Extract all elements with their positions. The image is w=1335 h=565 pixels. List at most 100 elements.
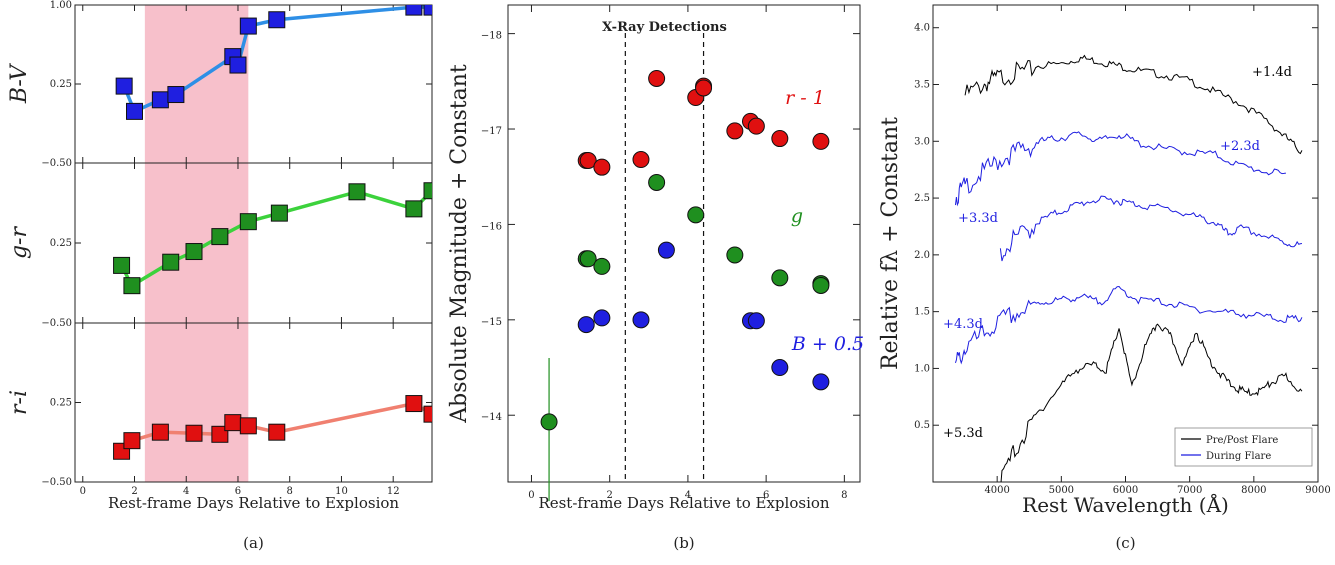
y-axis-label: g-r bbox=[7, 226, 32, 260]
series-label: B + 0.5 bbox=[791, 333, 864, 355]
spectrum-line bbox=[954, 131, 1287, 207]
data-point bbox=[211, 228, 229, 246]
y-tick-label: −14 bbox=[481, 412, 502, 423]
x-tick-label: 8 bbox=[841, 490, 847, 501]
subplot-bv: 1.00 0.25 −0.50 B-V bbox=[7, 0, 433, 169]
y-tick-label: 1.5 bbox=[914, 307, 930, 318]
legend-label: During Flare bbox=[1206, 451, 1271, 462]
data-point bbox=[726, 246, 744, 264]
x-tick-label: 2 bbox=[607, 490, 613, 501]
panel-caption: (b) bbox=[673, 534, 694, 552]
data-point bbox=[687, 206, 705, 224]
data-point bbox=[405, 395, 423, 413]
spectrum-1: +2.3d bbox=[954, 131, 1287, 207]
data-point bbox=[695, 79, 713, 97]
data-point bbox=[348, 183, 366, 201]
y-tick-label: 2.5 bbox=[914, 193, 930, 204]
data-point bbox=[577, 316, 595, 334]
panel-caption: (a) bbox=[243, 534, 264, 552]
y-tick-label: 3.0 bbox=[914, 136, 930, 147]
spectrum-2: +3.3d bbox=[958, 195, 1303, 262]
data-point bbox=[185, 424, 203, 442]
series-2: B + 0.5 bbox=[577, 241, 864, 391]
y-tick-label: 0.25 bbox=[50, 238, 72, 249]
x-tick-label: 6000 bbox=[1113, 485, 1138, 496]
legend-label: Pre/Post Flare bbox=[1206, 435, 1278, 446]
spectrum-label: +5.3d bbox=[943, 426, 983, 441]
spectrum-0: +1.4d bbox=[964, 54, 1303, 155]
data-point bbox=[648, 173, 666, 191]
panel-caption: (c) bbox=[1115, 534, 1135, 552]
y-axis-label: Relative fλ + Constant bbox=[878, 117, 903, 370]
y-axis-label: B-V bbox=[7, 63, 32, 104]
data-point bbox=[268, 423, 286, 441]
x-tick-label: 2 bbox=[131, 486, 137, 497]
x-tick-label: 5000 bbox=[1049, 485, 1074, 496]
y-tick-label: 0.25 bbox=[50, 79, 72, 90]
series-1: g bbox=[540, 173, 830, 431]
data-point bbox=[423, 405, 432, 423]
legend-box bbox=[1174, 427, 1313, 467]
y-axis-label: Absolute Magnitude + Constant bbox=[447, 64, 472, 424]
y-tick-label: −15 bbox=[481, 317, 502, 328]
panel-b: −18 −17 −16 −15 −14 0 2 4 6 8 X-Ray Detections r - … bbox=[447, 4, 864, 552]
data-point bbox=[167, 86, 185, 104]
data-point bbox=[579, 250, 597, 268]
data-point bbox=[423, 5, 432, 16]
series-line bbox=[120, 189, 432, 289]
subplot-gr: −0.50 0.25 g-r bbox=[7, 162, 433, 329]
data-point bbox=[771, 359, 789, 377]
y-tick-label: −0.50 bbox=[41, 477, 72, 488]
data-point bbox=[405, 200, 423, 218]
y-tick-label: 2.0 bbox=[914, 250, 930, 261]
data-point bbox=[771, 130, 789, 148]
spectrum-line bbox=[964, 54, 1303, 155]
spectrum-label: +3.3d bbox=[958, 211, 998, 226]
y-tick-label: 0.25 bbox=[50, 398, 72, 409]
y-tick-label: −18 bbox=[481, 31, 502, 42]
x-tick-label: 4000 bbox=[984, 485, 1009, 496]
panel-a: 1.00 0.25 −0.50 B-V −0.50 0.25 g-r −0.50 0.25 r-i… bbox=[7, 0, 433, 552]
data-point bbox=[239, 17, 257, 35]
spectrum-line bbox=[954, 285, 1303, 365]
data-point bbox=[185, 243, 203, 261]
data-point bbox=[162, 253, 180, 271]
x-tick-label: 6 bbox=[235, 486, 241, 497]
spectrum-3: +4.3d bbox=[943, 285, 1303, 365]
spectrum-label: +4.3d bbox=[943, 317, 983, 332]
data-point bbox=[540, 413, 558, 431]
data-point bbox=[812, 132, 830, 150]
x-tick-label: 9000 bbox=[1305, 485, 1330, 496]
spectrum-4: +5.3d bbox=[943, 323, 1303, 482]
data-point bbox=[593, 158, 611, 176]
y-tick-label: −0.50 bbox=[41, 158, 72, 169]
y-tick-label: −16 bbox=[481, 221, 502, 232]
data-point bbox=[113, 256, 131, 274]
spectrum-label: +1.4d bbox=[1252, 65, 1292, 80]
xray-annotation: X-Ray Detections bbox=[602, 20, 727, 35]
data-point bbox=[224, 414, 242, 432]
x-axis-label: Rest Wavelength (Å) bbox=[1022, 492, 1229, 517]
data-point bbox=[593, 257, 611, 275]
data-point bbox=[423, 182, 432, 200]
data-point bbox=[632, 151, 650, 169]
data-point bbox=[268, 11, 286, 29]
x-tick-label: 6 bbox=[763, 490, 769, 501]
spectrum-label: +2.3d bbox=[1220, 139, 1260, 154]
x-tick-label: 8000 bbox=[1241, 485, 1266, 496]
data-point bbox=[648, 69, 666, 87]
x-tick-label: 12 bbox=[387, 486, 400, 497]
y-tick-label: −0.50 bbox=[41, 318, 72, 329]
data-point bbox=[657, 241, 675, 259]
data-point bbox=[726, 122, 744, 140]
x-tick-label: 0 bbox=[528, 490, 534, 501]
y-tick-label: 4.0 bbox=[914, 23, 930, 34]
legend: Pre/Post Flare During Flare bbox=[1174, 427, 1313, 467]
subplot-ri: −0.50 0.25 r-i bbox=[7, 322, 433, 488]
data-point bbox=[579, 152, 597, 170]
series-label: r - 1 bbox=[785, 87, 825, 109]
x-tick-label: 4 bbox=[685, 490, 691, 501]
y-tick-label: 1.00 bbox=[50, 0, 72, 11]
data-point bbox=[123, 277, 141, 295]
